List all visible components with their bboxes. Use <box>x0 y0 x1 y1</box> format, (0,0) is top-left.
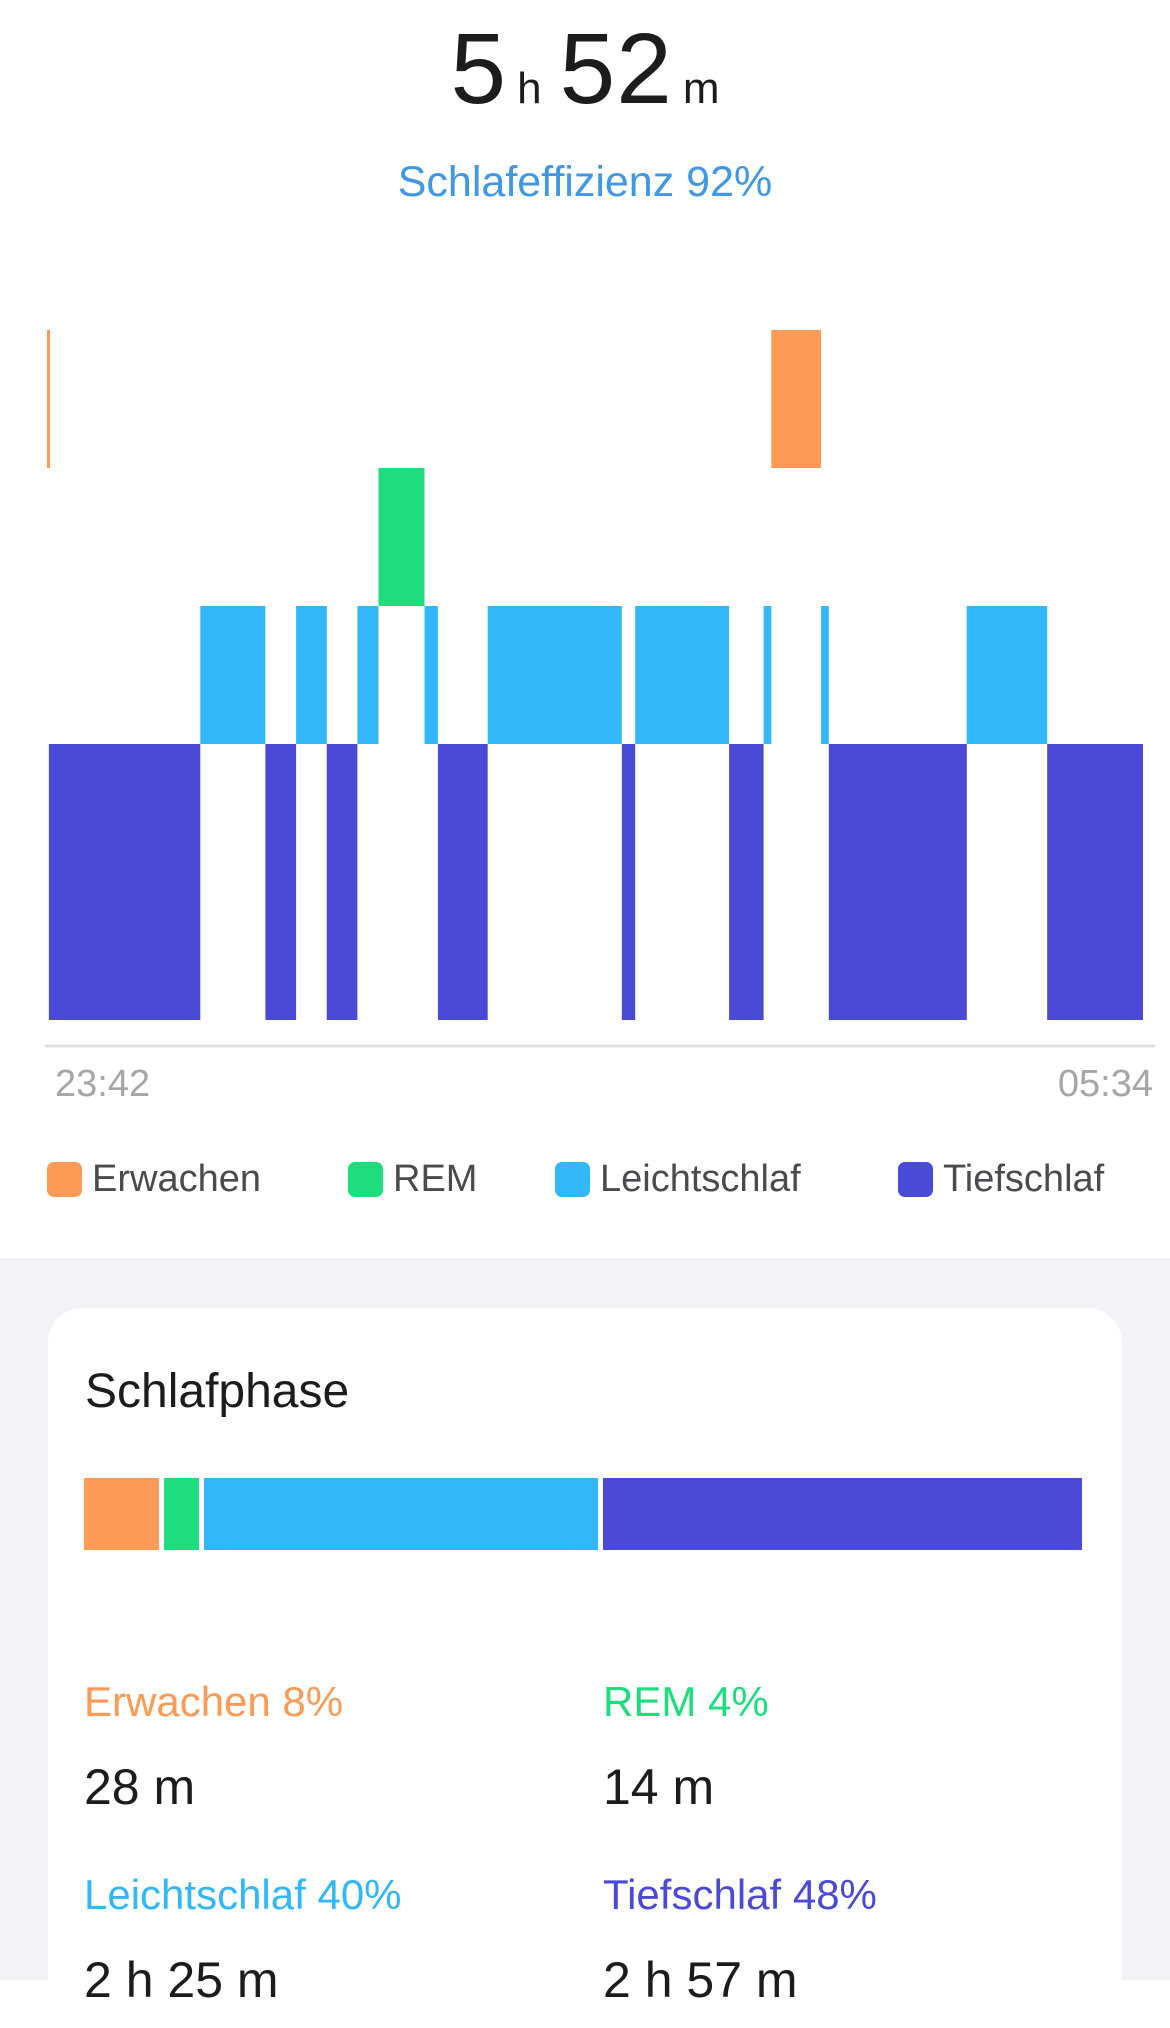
sleep-phase-card[interactable]: Schlafphase Erwachen 8% 28 m REM 4% 14 m… <box>48 1308 1122 2028</box>
stat-value-light: 2 h 25 m <box>84 1952 279 2008</box>
hypnogram-segment-deep <box>48 744 201 1020</box>
phase-bar-segment-rem <box>163 1478 199 1550</box>
hypnogram-segment-light <box>635 606 730 744</box>
hypnogram-segment-light <box>487 606 622 744</box>
stat-label-rem: REM 4% <box>603 1678 769 1725</box>
hypnogram-segment-light <box>200 606 266 744</box>
stat-value-deep: 2 h 57 m <box>603 1952 798 2008</box>
duration-hours: 5 <box>450 13 508 125</box>
sleep-efficiency: Schlafeffizienz 92% <box>397 158 773 206</box>
sleep-summary-section: 5 h 52 m Schlafeffizienz 92% 23:42 05:34 Er… <box>0 12 1170 1208</box>
hypnogram-segment-deep <box>828 744 967 1020</box>
legend-swatch-deep <box>898 1162 933 1197</box>
chart-end-time: 05:34 <box>1057 1063 1153 1105</box>
phase-bar-segment-light <box>203 1478 598 1550</box>
legend-label-awake: Erwachen <box>92 1158 261 1200</box>
hypnogram-segment-deep <box>265 744 297 1020</box>
sleep-phase-bar <box>84 1478 1082 1550</box>
hypnogram-segment-light <box>821 606 829 744</box>
hypnogram-segment-awake <box>47 330 50 468</box>
hypnogram-segment-light <box>296 606 327 744</box>
duration-minutes: 52 <box>559 13 673 125</box>
phase-bar-segment-awake <box>84 1478 159 1550</box>
phase-bar-segment-deep <box>602 1478 1082 1550</box>
legend-item-rem: REM <box>348 1158 477 1201</box>
stat-label-deep: Tiefschlaf 48% <box>603 1871 877 1918</box>
stat-value-rem: 14 m <box>603 1759 715 1815</box>
sleep-duration: 5 h 52 m <box>0 12 1170 127</box>
hypnogram-segment-deep <box>437 744 488 1020</box>
hypnogram-segment-light <box>763 606 772 744</box>
legend-swatch-rem <box>348 1162 383 1197</box>
stat-label-awake: Erwachen 8% <box>84 1678 344 1725</box>
hypnogram-segments <box>47 330 1143 1020</box>
legend-item-awake: Erwachen <box>47 1158 261 1201</box>
hypnogram-segment-deep <box>621 744 636 1020</box>
duration-hours-unit: h <box>517 64 542 113</box>
hypnogram-segment-deep <box>1047 744 1143 1020</box>
hypnogram-segment-rem <box>378 468 425 606</box>
legend-label-light: Leichtschlaf <box>600 1158 801 1200</box>
sleep-stage-chart <box>45 330 1155 1048</box>
legend-label-deep: Tiefschlaf <box>943 1158 1105 1200</box>
hypnogram-segment-light <box>424 606 438 744</box>
hypnogram-segment-light <box>357 606 379 744</box>
hypnogram-segment-deep <box>729 744 764 1020</box>
chart-legend: Erwachen REM Leichtschlaf Tiefschlaf <box>0 1158 1170 1208</box>
legend-label-rem: REM <box>393 1158 478 1200</box>
sleep-phase-title: Schlafphase <box>85 1365 350 1418</box>
stat-value-awake: 28 m <box>84 1759 196 1815</box>
hypnogram-segment-awake <box>771 330 822 468</box>
legend-swatch-awake <box>47 1162 82 1197</box>
legend-item-light: Leichtschlaf <box>555 1158 801 1201</box>
hypnogram-segment-deep <box>326 744 358 1020</box>
legend-item-deep: Tiefschlaf <box>898 1158 1104 1201</box>
details-section: Schlafphase Erwachen 8% 28 m REM 4% 14 m… <box>0 1258 1170 2028</box>
stat-label-light: Leichtschlaf 40% <box>84 1871 402 1918</box>
duration-minutes-unit: m <box>682 64 720 113</box>
chart-start-time: 23:42 <box>55 1063 151 1105</box>
hypnogram-segment-light <box>966 606 1048 744</box>
legend-swatch-light <box>555 1162 590 1197</box>
